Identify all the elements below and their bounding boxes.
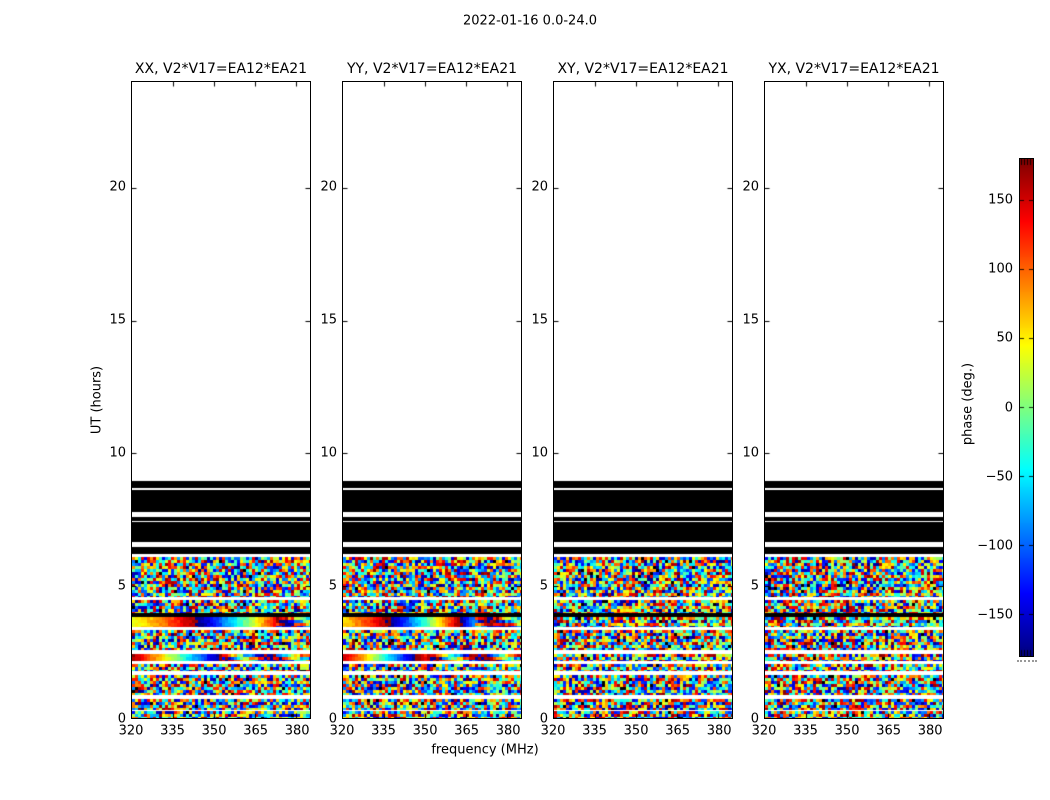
x-tick-label: 320 <box>751 723 777 739</box>
x-tick-label: 380 <box>706 723 732 739</box>
x-tick-label: 365 <box>454 723 480 739</box>
panel-yy: YY, V2*V17=EA12*EA21 <box>342 61 522 719</box>
x-tick-label: 350 <box>623 723 649 739</box>
x-tick-label: 335 <box>371 723 396 739</box>
waterfall-canvas-xy <box>554 82 732 718</box>
x-tick-label: 380 <box>917 723 943 739</box>
panel-xy: XY, V2*V17=EA12*EA21 <box>553 61 733 719</box>
x-axis-label: frequency (MHz) <box>431 742 539 758</box>
y-tick-label: 0 <box>328 711 337 727</box>
y-tick-label: 15 <box>531 312 548 328</box>
y-tick-label: 10 <box>531 445 548 461</box>
y-tick-label: 20 <box>742 179 759 195</box>
panel-xy-title: XY, V2*V17=EA12*EA21 <box>557 61 729 77</box>
y-tick-label: 15 <box>109 312 126 328</box>
waterfall-canvas-yx <box>765 82 943 718</box>
y-tick-label: 0 <box>539 711 548 727</box>
y-tick-label: 10 <box>109 445 126 461</box>
x-tick-label: 335 <box>160 723 185 739</box>
x-tick-label: 350 <box>412 723 438 739</box>
panel-yy-title: YY, V2*V17=EA12*EA21 <box>346 61 518 77</box>
y-tick-label: 5 <box>117 578 126 594</box>
x-tick-label: 380 <box>495 723 521 739</box>
colorbar-tick-label: −150 <box>977 607 1013 623</box>
panel-xx-title: XX, V2*V17=EA12*EA21 <box>134 61 308 77</box>
colorbar <box>1019 158 1034 657</box>
panel-yx: YX, V2*V17=EA12*EA21 <box>764 61 944 719</box>
x-tick-label: 365 <box>665 723 691 739</box>
y-tick-label: 20 <box>109 179 126 195</box>
colorbar-label: phase (deg.) <box>960 362 976 446</box>
y-tick-label: 5 <box>539 578 548 594</box>
x-tick-label: 350 <box>201 723 227 739</box>
y-tick-label: 5 <box>328 578 337 594</box>
x-tick-label: 365 <box>876 723 902 739</box>
x-tick-label: 335 <box>793 723 818 739</box>
y-tick-label: 0 <box>750 711 759 727</box>
y-tick-label: 5 <box>750 578 759 594</box>
y-tick-label: 15 <box>320 312 337 328</box>
y-axis-label: UT (hours) <box>89 365 105 435</box>
x-tick-label: 350 <box>834 723 860 739</box>
colorbar-gradient-canvas <box>1020 159 1033 656</box>
panel-xx: XX, V2*V17=EA12*EA21 <box>131 61 311 719</box>
y-tick-label: 0 <box>117 711 126 727</box>
y-tick-label: 20 <box>320 179 337 195</box>
colorbar-tick-label: 100 <box>988 261 1013 277</box>
y-tick-label: 15 <box>742 312 759 328</box>
waterfall-canvas-xx <box>132 82 310 718</box>
colorbar-tick-label: 0 <box>1004 400 1013 415</box>
x-tick-label: 335 <box>582 723 607 739</box>
x-tick-label: 320 <box>118 723 144 739</box>
y-tick-label: 10 <box>320 445 337 461</box>
panel-yx-title: YX, V2*V17=EA12*EA21 <box>768 61 940 77</box>
x-tick-label: 320 <box>329 723 355 739</box>
colorbar-tick-label: −100 <box>977 538 1013 554</box>
colorbar-tick-label: 150 <box>988 192 1013 208</box>
figure-title: 2022-01-16 0.0-24.0 <box>463 13 597 29</box>
colorbar-bottom-dotted-line <box>1017 660 1037 662</box>
colorbar-tick-label: 50 <box>996 330 1013 346</box>
colorbar-tick-label: −50 <box>985 469 1013 485</box>
x-tick-label: 365 <box>243 723 269 739</box>
waterfall-canvas-yy <box>343 82 521 718</box>
x-tick-label: 320 <box>540 723 566 739</box>
x-tick-label: 380 <box>284 723 310 739</box>
y-tick-label: 10 <box>742 445 759 461</box>
y-tick-label: 20 <box>531 179 548 195</box>
